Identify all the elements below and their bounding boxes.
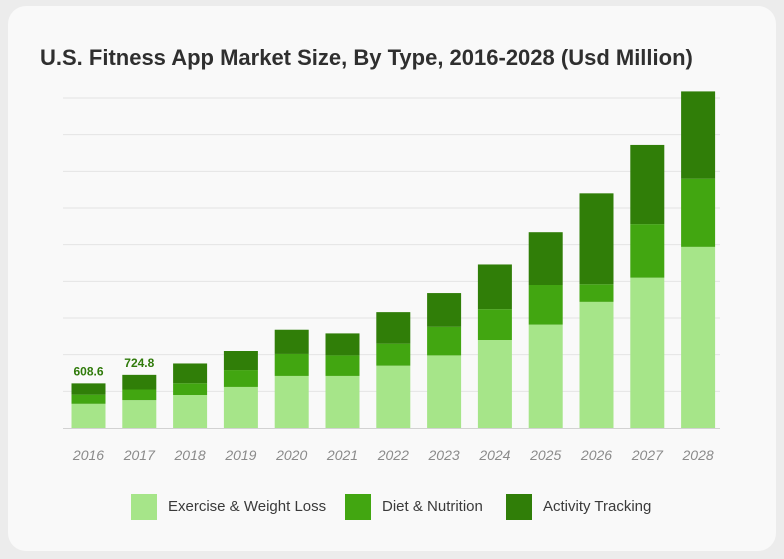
value-label-2017: 724.8 xyxy=(124,356,154,370)
bar-segment-2023-exercise xyxy=(427,355,462,428)
bar-segment-2018-exercise xyxy=(173,395,208,428)
x-tick-label-2022: 2022 xyxy=(377,447,409,463)
bar-segment-2025-diet xyxy=(528,285,563,325)
x-tick-label-2027: 2027 xyxy=(631,447,664,463)
bar-segment-2028-activity xyxy=(681,91,716,179)
legend: Exercise & Weight Loss Diet & Nutrition … xyxy=(0,492,784,522)
legend-swatch-exercise xyxy=(131,494,157,520)
chart-title: U.S. Fitness App Market Size, By Type, 2… xyxy=(40,45,693,70)
bar-segment-2019-diet xyxy=(223,370,258,387)
value-label-2016: 608.6 xyxy=(73,364,103,378)
bar-segment-2026-diet xyxy=(579,284,614,302)
bar-segment-2028-exercise xyxy=(681,246,716,428)
bar-segment-2021-diet xyxy=(325,355,360,376)
bar-segment-2021-activity xyxy=(325,333,360,356)
bar-segment-2025-activity xyxy=(528,232,563,285)
legend-label-diet: Diet & Nutrition xyxy=(382,498,483,515)
bar-segment-2017-activity xyxy=(122,374,157,390)
bar-segment-2026-exercise xyxy=(579,301,614,428)
bar-segment-2026-activity xyxy=(579,193,614,285)
bar-segment-2018-diet xyxy=(173,383,208,395)
legend-label-activity: Activity Tracking xyxy=(543,498,652,515)
bar-segment-2028-diet xyxy=(681,178,716,247)
bar-segment-2027-exercise xyxy=(630,277,665,428)
x-tick-label-2024: 2024 xyxy=(478,447,510,463)
bar-segment-2018-activity xyxy=(173,363,208,384)
bar-segment-2024-activity xyxy=(477,264,512,310)
x-tick-label-2025: 2025 xyxy=(529,447,561,463)
bar-segment-2020-activity xyxy=(274,329,309,354)
bar-segment-2017-exercise xyxy=(122,400,157,428)
bar-segment-2020-exercise xyxy=(274,375,309,428)
bar-segment-2023-diet xyxy=(427,326,462,356)
x-tick-label-2023: 2023 xyxy=(428,447,460,463)
legend-label-exercise: Exercise & Weight Loss xyxy=(168,498,327,515)
x-tick-label-2020: 2020 xyxy=(275,447,307,463)
bar-segment-2024-diet xyxy=(477,309,512,340)
bar-segment-2027-activity xyxy=(630,144,665,225)
x-tick-label-2016: 2016 xyxy=(72,447,104,463)
bar-segment-2024-exercise xyxy=(477,340,512,428)
bar-segment-2019-exercise xyxy=(223,386,258,428)
bar-segment-2017-diet xyxy=(122,389,157,401)
bar-segment-2027-diet xyxy=(630,224,665,278)
bar-segment-2019-activity xyxy=(223,351,258,371)
bar-segment-2022-diet xyxy=(376,343,411,366)
bars xyxy=(71,91,716,428)
x-tick-label-2017: 2017 xyxy=(123,447,156,463)
bar-segment-2020-diet xyxy=(274,353,309,376)
value-labels: 608.6 724.8 xyxy=(73,356,154,379)
x-tick-label-2028: 2028 xyxy=(682,447,714,463)
bar-segment-2016-diet xyxy=(71,394,106,404)
bar-segment-2016-activity xyxy=(71,383,106,395)
bar-segment-2021-exercise xyxy=(325,375,360,428)
bar-segment-2022-activity xyxy=(376,312,411,344)
x-axis-ticks: 2016 2017 2018 2019 2020 2021 2022 2023 2024 2025… xyxy=(72,447,714,463)
x-tick-label-2019: 2019 xyxy=(224,447,256,463)
x-tick-label-2018: 2018 xyxy=(174,447,206,463)
bar-segment-2022-exercise xyxy=(376,365,411,428)
x-tick-label-2026: 2026 xyxy=(580,447,612,463)
bar-segment-2023-activity xyxy=(427,293,462,327)
legend-swatch-diet xyxy=(345,494,371,520)
bar-segment-2016-exercise xyxy=(71,403,106,428)
x-tick-label-2021: 2021 xyxy=(326,447,358,463)
legend-swatch-activity xyxy=(506,494,532,520)
bar-segment-2025-exercise xyxy=(528,324,563,428)
